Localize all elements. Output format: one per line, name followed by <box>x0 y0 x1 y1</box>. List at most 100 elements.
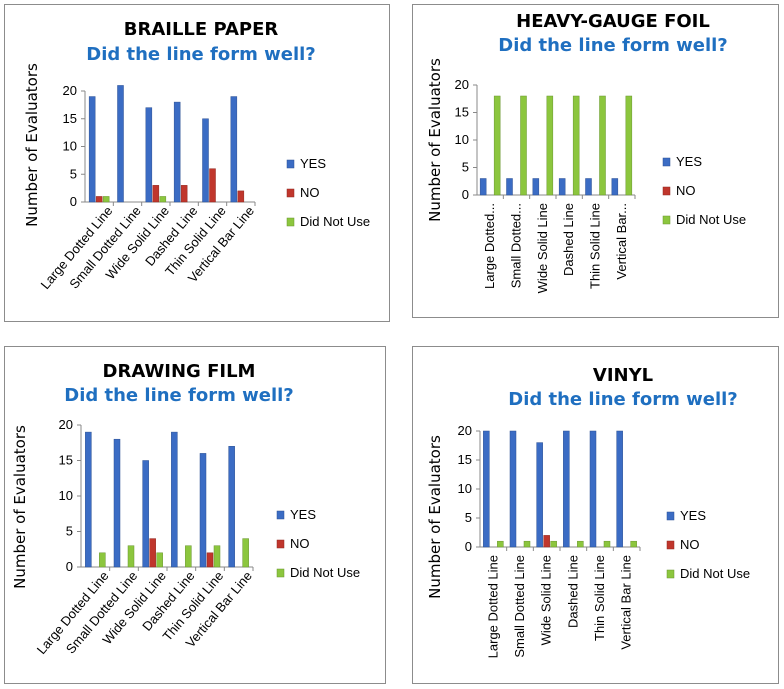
legend-label: Did Not Use <box>290 565 360 580</box>
bar-did-not-use <box>102 196 110 203</box>
bar-yes <box>142 460 149 568</box>
x-category-label: Vertical Bar Line <box>619 555 634 650</box>
legend-label: YES <box>676 154 702 169</box>
bar-did-not-use <box>159 196 167 203</box>
bar-did-not-use <box>577 540 584 548</box>
y-tick-label: 15 <box>455 105 469 120</box>
y-tick-label: 10 <box>455 132 469 147</box>
legend-swatch <box>286 188 295 198</box>
bar-did-not-use <box>546 95 554 196</box>
x-category-label: Large Dotted... <box>482 203 497 289</box>
bar-no <box>543 535 550 548</box>
chart-title: BRAILLE PAPER <box>124 19 279 40</box>
y-tick-label: 0 <box>462 187 469 202</box>
y-tick-label: 15 <box>63 111 77 126</box>
legend-swatch <box>666 540 675 550</box>
bar-yes <box>202 118 209 203</box>
bar-no <box>180 185 188 203</box>
x-category-label: Small Dotted Line <box>512 555 527 658</box>
bar-yes <box>88 96 96 203</box>
x-category-label: Large Dotted Line <box>485 555 500 658</box>
x-category-label: Thin Solid Line <box>588 203 603 289</box>
bar-did-not-use <box>493 95 501 196</box>
bar-yes <box>506 178 513 196</box>
y-axis-label: Number of Evaluators <box>426 435 444 599</box>
legend-swatch <box>276 510 285 520</box>
bar-yes <box>611 178 619 196</box>
bar-did-not-use <box>242 538 249 568</box>
legend-label: Did Not Use <box>676 212 746 227</box>
y-tick-label: 20 <box>458 423 472 438</box>
legend-swatch <box>666 511 675 521</box>
legend-label: YES <box>290 507 316 522</box>
y-tick-label: 0 <box>465 539 472 554</box>
y-tick-label: 15 <box>458 452 472 467</box>
chart-subtitle: Did the line form well? <box>86 44 316 65</box>
bar-did-not-use <box>572 95 580 196</box>
legend-swatch <box>666 569 675 579</box>
bar-did-not-use <box>630 540 637 548</box>
chart-title: DRAWING FILM <box>103 361 256 382</box>
bar-no <box>237 190 245 203</box>
y-tick-label: 5 <box>465 510 472 525</box>
chart-panel-drawing-film: DRAWING FILM Did the line form well? Numbe… <box>4 346 386 684</box>
bar-no <box>95 196 103 203</box>
bar-yes <box>113 438 121 568</box>
bar-did-not-use <box>625 95 633 196</box>
y-axis-label: Number of Evaluators <box>426 58 444 222</box>
x-category-label: Small Dotted... <box>509 203 524 288</box>
chart-braille-paper: BRAILLE PAPER Did the line form well? Numb… <box>23 19 370 292</box>
bar-yes <box>616 430 623 548</box>
y-tick-label: 5 <box>70 166 77 181</box>
bar-yes <box>230 96 238 203</box>
y-axis-label: Number of Evaluators <box>23 63 41 227</box>
legend-swatch <box>276 539 285 549</box>
legend-swatch <box>286 217 295 227</box>
bar-yes <box>145 107 153 203</box>
x-category-label: Wide Solid Line <box>535 203 550 293</box>
y-axis-label: Number of Evaluators <box>11 425 29 589</box>
chart-title: VINYL <box>593 365 653 386</box>
bar-did-not-use <box>599 95 606 196</box>
y-tick-label: 10 <box>63 139 77 154</box>
bar-did-not-use <box>156 552 163 568</box>
y-tick-label: 15 <box>59 453 73 468</box>
y-tick-label: 0 <box>66 559 73 574</box>
bar-yes <box>171 431 178 568</box>
bar-did-not-use <box>603 540 611 548</box>
y-tick-label: 0 <box>70 194 77 209</box>
y-tick-label: 20 <box>63 83 77 98</box>
bar-did-not-use <box>520 95 527 196</box>
bar-did-not-use <box>213 545 221 568</box>
chart-heavy-gauge-foil: HEAVY-GAUGE FOIL Did the line form well? N… <box>426 11 746 293</box>
y-tick-label: 5 <box>462 160 469 175</box>
bar-yes <box>483 430 490 548</box>
legend-label: NO <box>680 537 700 552</box>
bar-yes <box>199 453 207 568</box>
chart-panel-vinyl: VINYL Did the line form well? Number of Ev… <box>412 346 779 684</box>
bar-yes <box>585 178 592 196</box>
bar-yes <box>589 430 597 548</box>
y-tick-label: 10 <box>458 481 472 496</box>
bar-yes <box>479 178 487 196</box>
bar-did-not-use <box>497 540 504 548</box>
bar-yes <box>85 431 92 568</box>
legend-label: NO <box>676 183 696 198</box>
y-tick-label: 5 <box>66 524 73 539</box>
bar-yes <box>563 430 570 548</box>
bar-did-not-use <box>185 545 192 568</box>
chart-panel-heavy-gauge-foil: HEAVY-GAUGE FOIL Did the line form well? N… <box>412 4 779 318</box>
chart-vinyl: VINYL Did the line form well? Number of Ev… <box>426 365 750 658</box>
chart-subtitle: Did the line form well? <box>508 389 738 410</box>
y-tick-label: 20 <box>59 417 73 432</box>
chart-subtitle: Did the line form well? <box>498 35 728 56</box>
chart-drawing-film: DRAWING FILM Did the line form well? Numbe… <box>11 361 360 657</box>
legend-swatch <box>276 568 285 578</box>
bar-yes <box>509 430 517 548</box>
legend-swatch <box>662 157 671 167</box>
legend-label: NO <box>290 536 310 551</box>
bar-no <box>209 168 216 203</box>
x-category-label: Dashed Line <box>565 555 580 628</box>
bar-yes <box>173 101 181 203</box>
y-tick-label: 10 <box>59 488 73 503</box>
